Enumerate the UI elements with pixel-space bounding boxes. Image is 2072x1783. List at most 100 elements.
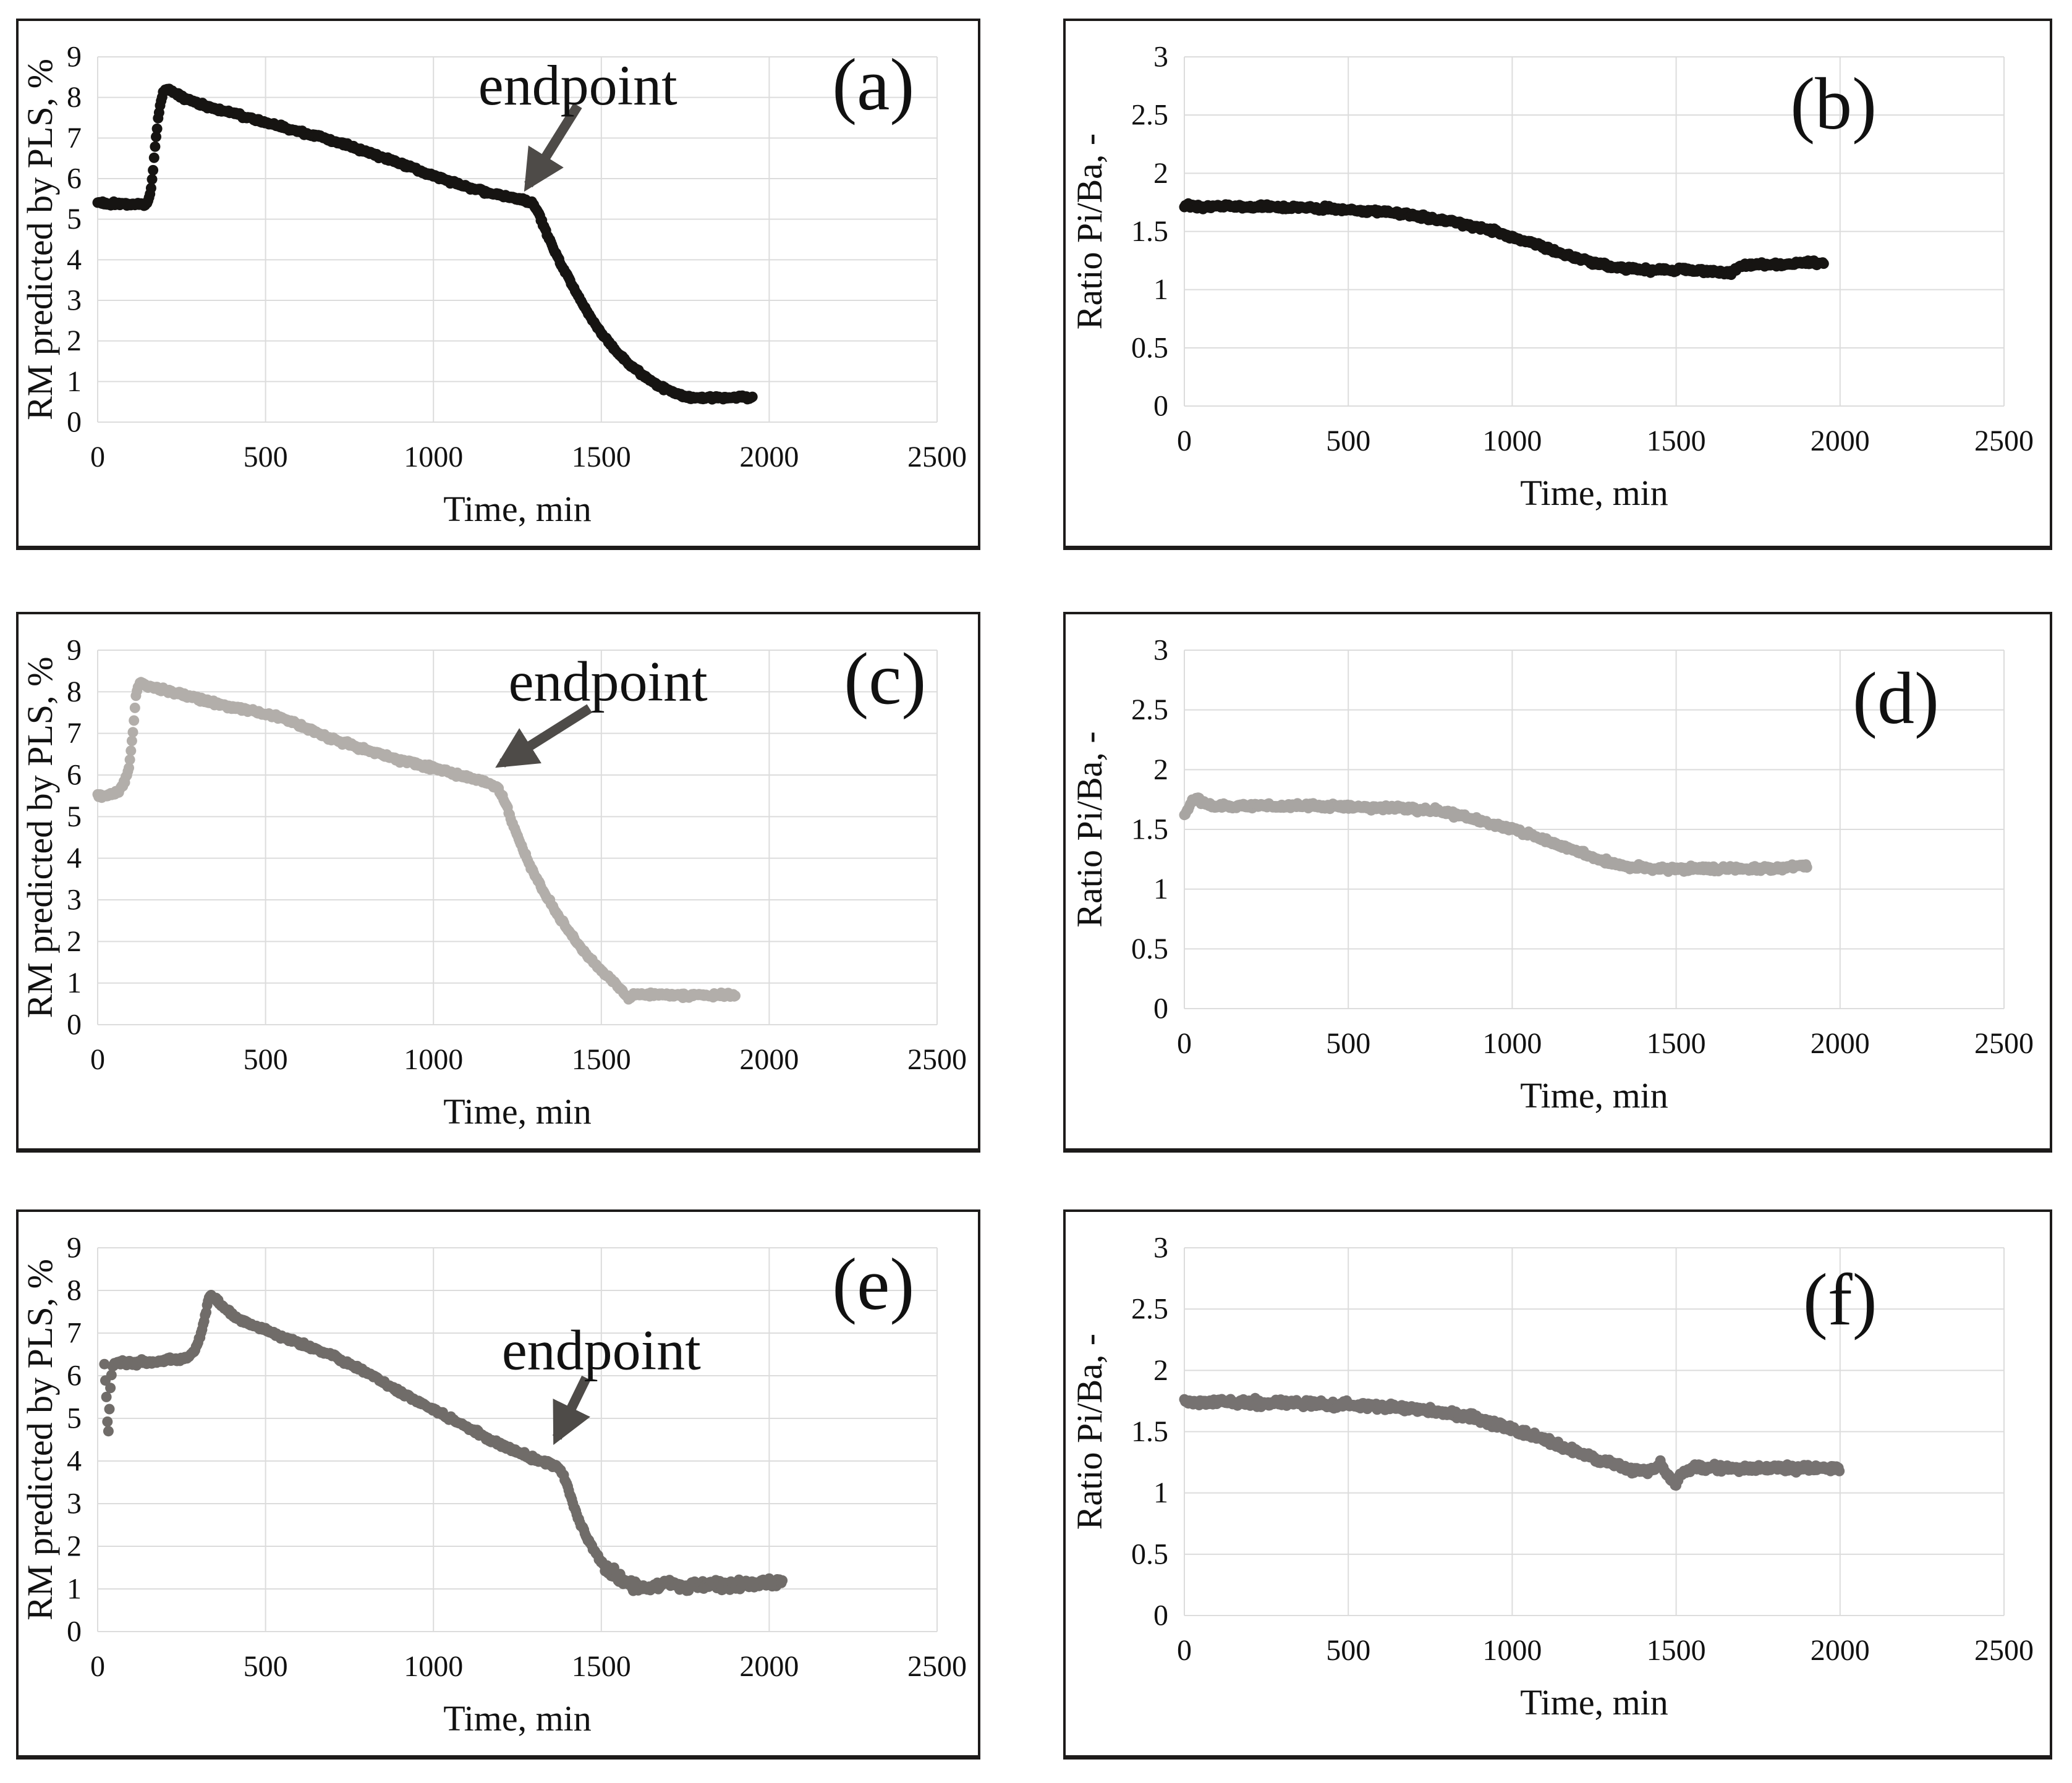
chart-a: 0 500 1000 1500 2000 2500 0 1 2 3 4 5 6 7 8 9 Time, min R…: [20, 41, 967, 530]
y-tick-label: 0.5: [1131, 331, 1168, 364]
y-tick-label: 9: [67, 41, 82, 74]
x-tick-label: 0: [1177, 425, 1192, 457]
panel-label: (d): [1853, 657, 1939, 739]
x-tick-label: 1000: [1482, 1027, 1542, 1060]
x-tick-label: 500: [244, 1043, 288, 1076]
gridlines: [97, 650, 938, 1025]
panel-label: (a): [832, 43, 914, 125]
y-tick-label: 6: [67, 1360, 82, 1392]
y-tick-label: 5: [67, 1402, 82, 1435]
y-tick-label: 2: [67, 1530, 82, 1563]
y-axis-title: RM predicted by PLS, %: [20, 59, 60, 420]
x-tick-label: 2000: [1811, 425, 1870, 457]
x-tick-label: 0: [90, 1650, 105, 1683]
x-axis-title: Time, min: [443, 1698, 592, 1739]
y-tick-label: 3: [67, 1488, 82, 1520]
y-tick-label: 8: [67, 81, 82, 114]
y-tick-label: 1: [67, 365, 82, 398]
x-axis-title: Time, min: [443, 489, 592, 529]
scatter-series: [1179, 198, 1829, 280]
y-tick-label: 1: [67, 967, 82, 999]
y-tick-label: 7: [67, 717, 82, 750]
x-tick-label: 1000: [404, 1650, 463, 1683]
x-axis-title: Time, min: [1520, 473, 1668, 513]
y-tick-label: 3: [1153, 1232, 1168, 1264]
y-tick-label: 2.5: [1131, 1293, 1168, 1326]
x-tick-label: 2000: [1811, 1634, 1870, 1667]
chart-f: 0 500 1000 1500 2000 2500 0 0.5 1 1.5 2 2.5 3 Time, m…: [1069, 1232, 2034, 1723]
y-tick-label: 1: [1153, 873, 1168, 905]
y-tick-label: 1.5: [1131, 1415, 1168, 1448]
panel-label: (b): [1790, 62, 1877, 145]
x-tick-label: 2500: [1974, 425, 2034, 457]
x-tick-label: 500: [244, 1650, 288, 1683]
endpoint-arrow: [524, 103, 582, 192]
y-tick-label: 7: [67, 1317, 82, 1350]
x-tick-label: 2500: [1974, 1634, 2034, 1667]
endpoint-annotation: endpoint: [478, 54, 677, 117]
x-tick-label: 2000: [739, 1043, 799, 1076]
y-tick-label: 1: [67, 1573, 82, 1606]
x-tick-label: 0: [90, 441, 105, 473]
y-tick-label: 3: [67, 284, 82, 317]
y-tick-label: 0.5: [1131, 933, 1168, 965]
panel-c: 0 500 1000 1500 2000 2500 0 1 2 3 4 5 6 7 8 9 Time, min R…: [16, 612, 980, 1153]
panel-label: (f): [1803, 1258, 1877, 1340]
x-tick-label: 2000: [1811, 1027, 1870, 1060]
endpoint-annotation: endpoint: [502, 1319, 701, 1382]
panel-label: (c): [844, 637, 926, 719]
x-tick-label: 2000: [739, 441, 799, 473]
x-tick-label: 500: [1326, 425, 1370, 457]
chart-c: 0 500 1000 1500 2000 2500 0 1 2 3 4 5 6 7 8 9 Time, min R…: [20, 634, 967, 1132]
x-tick-label: 1000: [1482, 425, 1542, 457]
gridlines: [1184, 650, 2005, 1009]
y-axis-title: Ratio Pi/Ba, -: [1069, 731, 1110, 927]
y-tick-label: 0: [1153, 993, 1168, 1025]
x-tick-label: 1000: [1482, 1634, 1542, 1667]
gridlines: [97, 1247, 938, 1632]
y-tick-label: 5: [67, 800, 82, 833]
x-tick-label: 1000: [404, 441, 463, 473]
panel-label: (e): [832, 1243, 914, 1325]
panel-f: 0 500 1000 1500 2000 2500 0 0.5 1 1.5 2 2.5 3 Time, m…: [1063, 1209, 2052, 1760]
y-tick-label: 9: [67, 634, 82, 667]
panel-d: 0 500 1000 1500 2000 2500 0 0.5 1 1.5 2 2.5 3 Time, m…: [1063, 612, 2052, 1153]
y-tick-label: 7: [67, 122, 82, 155]
y-tick-label: 0: [1153, 1599, 1168, 1632]
y-axis-title: RM predicted by PLS, %: [20, 657, 60, 1019]
chart-d: 0 500 1000 1500 2000 2500 0 0.5 1 1.5 2 2.5 3 Time, m…: [1069, 634, 2034, 1116]
y-tick-label: 2.5: [1131, 693, 1168, 726]
chart-b: 0 500 1000 1500 2000 2500 0 0.5 1 1.5 2 2.5 3 Time, m…: [1069, 41, 2034, 514]
y-tick-label: 2: [1153, 753, 1168, 786]
y-tick-label: 0: [1153, 390, 1168, 423]
x-tick-label: 1500: [1647, 1634, 1706, 1667]
x-tick-label: 500: [244, 441, 288, 473]
endpoint-annotation: endpoint: [509, 650, 708, 713]
y-tick-label: 2: [1153, 157, 1168, 190]
x-tick-label: 0: [1177, 1634, 1192, 1667]
y-tick-label: 1: [1153, 1476, 1168, 1509]
scatter-series: [1179, 792, 1812, 877]
y-tick-label: 1.5: [1131, 813, 1168, 846]
y-tick-label: 5: [67, 203, 82, 235]
x-tick-label: 500: [1326, 1027, 1370, 1060]
y-axis-title: Ratio Pi/Ba, -: [1069, 1334, 1110, 1530]
scatter-series: [92, 83, 758, 405]
gridlines: [1184, 1247, 2005, 1616]
y-tick-label: 9: [67, 1232, 82, 1264]
x-axis-title: Time, min: [443, 1091, 592, 1132]
x-tick-label: 1500: [572, 1650, 631, 1683]
x-tick-label: 2500: [907, 1650, 967, 1683]
panel-a: 0 500 1000 1500 2000 2500 0 1 2 3 4 5 6 7 8 9 Time, min R…: [16, 19, 980, 550]
x-axis-title: Time, min: [1520, 1075, 1668, 1116]
y-tick-label: 0: [67, 1009, 82, 1041]
x-tick-label: 500: [1326, 1634, 1370, 1667]
x-tick-label: 2500: [1974, 1027, 2034, 1060]
y-axis-title: Ratio Pi/Ba, -: [1069, 133, 1110, 329]
x-tick-label: 1000: [404, 1043, 463, 1076]
y-tick-label: 4: [67, 1445, 82, 1478]
x-tick-label: 1500: [1647, 1027, 1706, 1060]
gridlines: [1184, 56, 2005, 407]
endpoint-arrow: [495, 704, 593, 768]
